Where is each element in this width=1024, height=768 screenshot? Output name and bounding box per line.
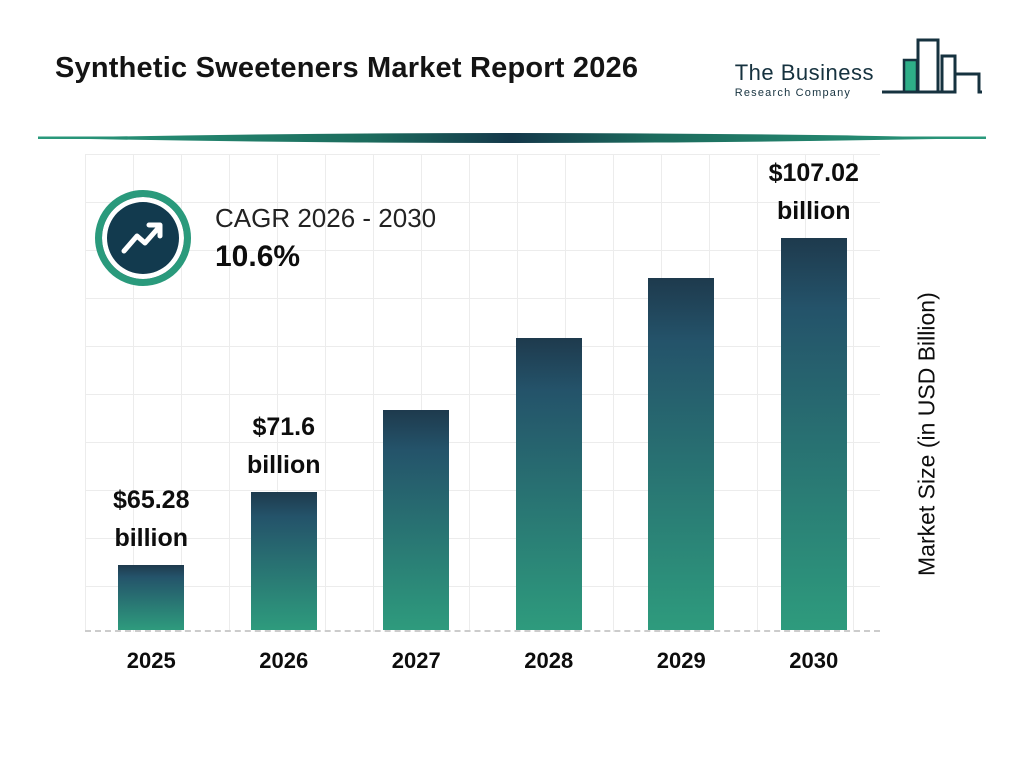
- x-tick-2028: 2028: [524, 648, 574, 673]
- trend-up-icon: [121, 222, 163, 254]
- bar-value-label-2026: $71.6 billion: [247, 409, 321, 484]
- cagr-badge: CAGR 2026 - 2030 10.6%: [95, 190, 436, 286]
- cagr-text: CAGR 2026 - 2030 10.6%: [215, 203, 436, 274]
- bar-column-2030: $107.02 billion: [748, 154, 881, 630]
- bar-2030: [780, 238, 847, 630]
- bar-2028: [515, 338, 582, 630]
- bar-column-2027: [350, 154, 483, 630]
- chart-area: $65.28 billion $71.6 billion: [85, 154, 940, 674]
- bar-2029: [648, 278, 715, 630]
- logo-name: The Business: [734, 60, 874, 85]
- bar-value-label-2025: $65.28 billion: [113, 482, 189, 557]
- bar-chart-plot: $65.28 billion $71.6 billion: [85, 154, 880, 632]
- header: Synthetic Sweeteners Market Report 2026 …: [0, 0, 1024, 126]
- bar-2026: [250, 492, 317, 630]
- x-tick-2029: 2029: [656, 648, 706, 673]
- bar-2027: [383, 410, 450, 630]
- bar-column-2025: $65.28 billion: [85, 154, 218, 630]
- bar-chart-logo-icon: [882, 38, 982, 94]
- divider-line: [38, 133, 986, 143]
- x-axis-labels: 2025 2026 2027 2028 2029 2030: [85, 648, 880, 674]
- cagr-value: 10.6%: [215, 239, 301, 273]
- label-value: $107.02: [768, 159, 859, 187]
- bar-column-2028: [483, 154, 616, 630]
- page-title: Synthetic Sweeteners Market Report 2026: [55, 52, 639, 84]
- bar-column-2026: $71.6 billion: [218, 154, 351, 630]
- logo-subtitle: Research Company: [734, 87, 852, 99]
- label-value: $71.6: [252, 413, 316, 441]
- label-unit: billion: [114, 523, 189, 552]
- x-tick-2025: 2025: [126, 648, 176, 673]
- bar-column-2029: [615, 154, 748, 630]
- x-tick-2026: 2026: [259, 648, 309, 673]
- bar-2025: [118, 565, 185, 630]
- bar-value-label-2030: $107.02 billion: [769, 155, 859, 230]
- label-unit: billion: [246, 450, 321, 479]
- label-unit: billion: [776, 196, 851, 225]
- label-value: $65.28: [113, 486, 190, 514]
- x-tick-2027: 2027: [391, 648, 441, 673]
- company-logo: The Business Research Company: [735, 34, 984, 116]
- y-axis-label: Market Size (in USD Billion): [913, 292, 940, 576]
- cagr-circle: [95, 190, 191, 286]
- cagr-label: CAGR 2026 - 2030: [215, 202, 437, 233]
- logo-text: The Business Research Company: [735, 34, 874, 99]
- x-tick-2030: 2030: [789, 648, 839, 673]
